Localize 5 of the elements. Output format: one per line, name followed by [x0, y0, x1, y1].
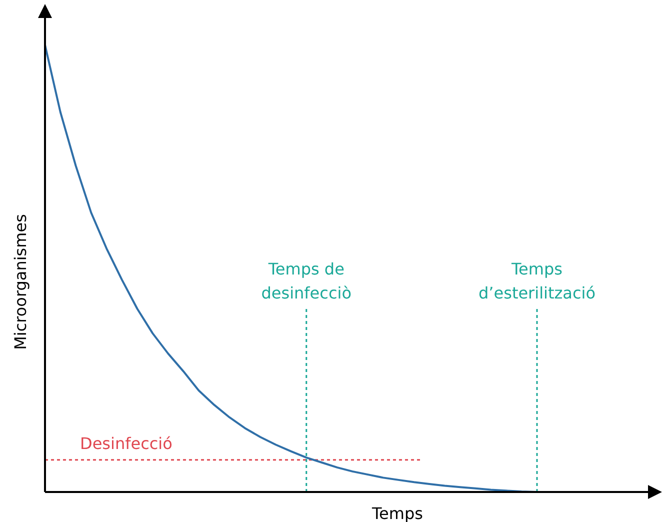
- y-axis-title: Microorganismes: [11, 214, 30, 350]
- annotation: Temps d’esterilització: [478, 260, 596, 303]
- annotation: Temps de desinfecciò: [261, 260, 352, 303]
- x-axis-title: Temps: [371, 504, 423, 522]
- ref-line-label: Desinfecció: [80, 434, 172, 453]
